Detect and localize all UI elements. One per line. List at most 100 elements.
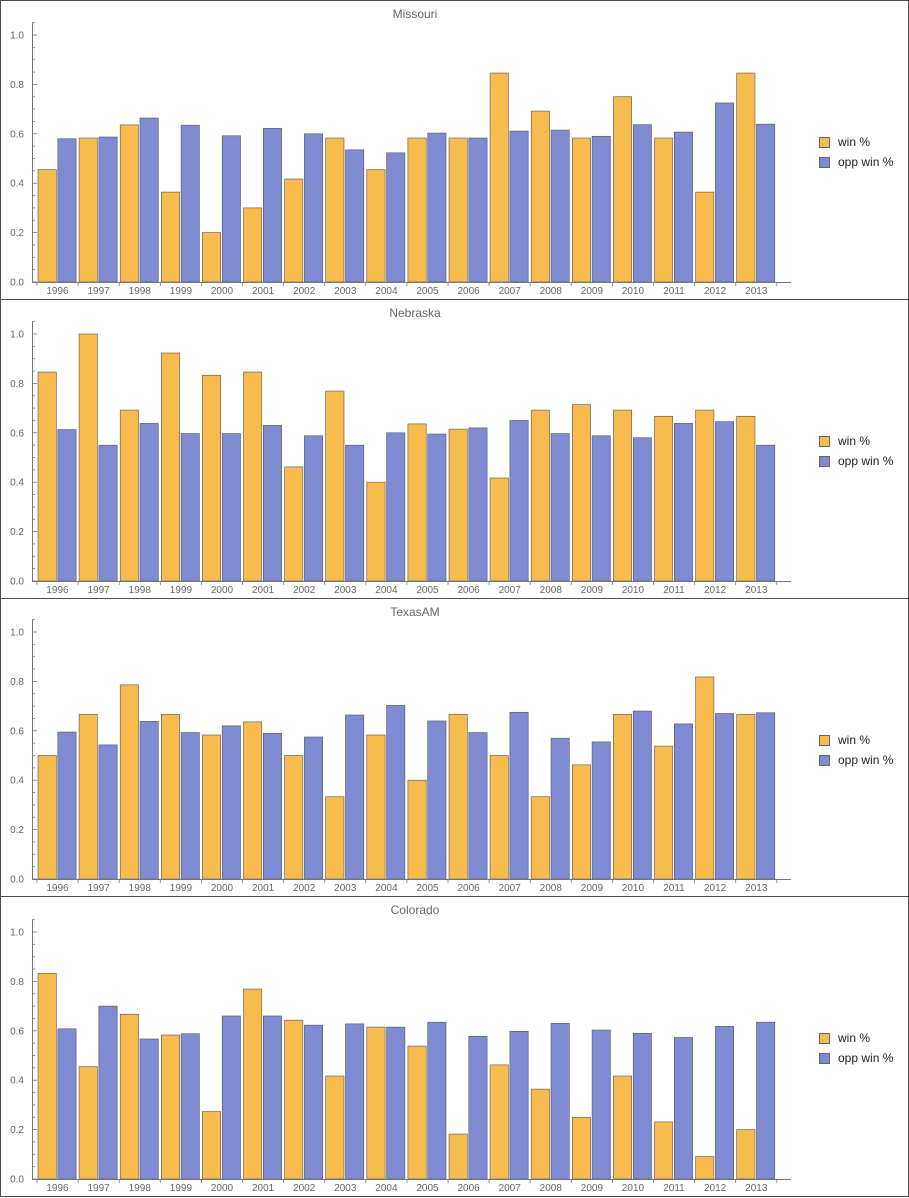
bar-opp-1998 — [139, 721, 159, 880]
x-tick-label: 2006 — [457, 286, 480, 297]
bar-win-2011 — [654, 1121, 674, 1180]
bar-win-2005 — [407, 137, 427, 283]
bar-opp-1998 — [139, 117, 159, 283]
bar-opp-2003 — [345, 1023, 365, 1180]
bar-win-2006 — [448, 713, 468, 880]
chart-title: Missouri — [393, 7, 438, 21]
x-tick-label: 2005 — [416, 585, 439, 596]
bar-win-2002 — [284, 178, 304, 283]
bar-win-2013 — [736, 72, 756, 283]
x-tick-label: 2012 — [704, 883, 727, 894]
chart-legend: win % opp win % — [819, 730, 893, 770]
bar-opp-2011 — [673, 723, 693, 880]
bar-win-2010 — [613, 409, 633, 582]
x-tick-label: 2004 — [375, 883, 398, 894]
x-tick-label: 2006 — [457, 585, 480, 596]
y-tick-label: 0.6 — [10, 428, 24, 439]
y-tick-label: 0.8 — [10, 977, 24, 988]
bar-opp-2006 — [468, 137, 488, 283]
bar-win-2001 — [243, 988, 263, 1180]
bar-win-2004 — [366, 1026, 386, 1180]
legend-item-opp: opp win % — [819, 750, 893, 770]
bar-opp-1996 — [57, 731, 77, 880]
legend-label: opp win % — [838, 454, 894, 468]
x-tick-label: 1996 — [46, 585, 69, 596]
chart-panel-texasam: TexasAM 1996 1997 1998 1999 2000 2001 2002 2003 2… — [0, 598, 909, 897]
bar-win-2009 — [571, 1116, 591, 1180]
x-tick-label: 1998 — [129, 585, 152, 596]
x-tick-label: 2010 — [622, 286, 645, 297]
bar-win-2007 — [489, 72, 509, 283]
legend-label: win % — [838, 1031, 871, 1045]
bar-win-2001 — [243, 721, 263, 880]
bar-win-1996 — [37, 371, 57, 582]
bar-opp-2006 — [468, 1035, 488, 1180]
bar-opp-2007 — [509, 711, 529, 880]
bar-win-2012 — [695, 409, 715, 582]
bar-opp-2007 — [509, 130, 529, 283]
legend-label: opp win % — [838, 753, 894, 767]
bar-opp-1997 — [98, 1005, 118, 1180]
bar-win-1998 — [119, 124, 139, 283]
y-tick-label: 0.2 — [10, 228, 24, 239]
y-tick-label: 0.8 — [10, 677, 24, 688]
x-tick-label: 2009 — [581, 585, 604, 596]
x-tick-label: 2003 — [334, 286, 357, 297]
bar-opp-2006 — [468, 732, 488, 880]
chart-legend: win % opp win % — [819, 431, 893, 471]
bar-win-1997 — [78, 713, 98, 880]
x-tick-label: 2007 — [499, 883, 522, 894]
bar-opp-2004 — [386, 705, 406, 880]
x-tick-label: 2013 — [745, 883, 768, 894]
bar-win-2009 — [571, 404, 591, 582]
x-tick-label: 2008 — [540, 883, 563, 894]
bar-win-2000 — [202, 1111, 221, 1180]
bar-win-2001 — [243, 207, 263, 283]
x-tick-label: 2004 — [375, 286, 398, 297]
bar-opp-2005 — [427, 132, 447, 283]
chart-panel-missouri: Missouri 1996 1997 1998 1999 2000 2001 2002 2003… — [0, 0, 909, 300]
bar-win-1999 — [161, 713, 180, 880]
x-tick-label: 2008 — [540, 585, 563, 596]
x-tick-label: 1998 — [129, 286, 152, 297]
x-tick-label: 2006 — [457, 1183, 480, 1194]
bar-win-2007 — [489, 477, 509, 582]
chart-title: TexasAM — [390, 605, 439, 619]
y-tick-label: 0.4 — [10, 776, 24, 787]
bar-win-2007 — [489, 1064, 509, 1180]
x-tick-label: 1998 — [129, 1183, 152, 1194]
bar-opp-2002 — [304, 736, 323, 880]
bar-opp-2012 — [715, 421, 735, 582]
bar-win-1999 — [161, 352, 180, 582]
x-tick-label: 2004 — [375, 1183, 398, 1194]
bar-opp-2007 — [509, 1030, 529, 1180]
bar-opp-1996 — [57, 429, 77, 582]
x-tick-label: 2013 — [745, 585, 768, 596]
bar-opp-1998 — [139, 1038, 159, 1180]
bar-opp-2011 — [673, 131, 693, 283]
bar-opp-1997 — [98, 444, 118, 582]
bar-opp-2003 — [345, 714, 365, 880]
bar-win-2004 — [366, 734, 386, 880]
bar-win-2000 — [202, 734, 221, 880]
x-tick-label: 1997 — [87, 585, 110, 596]
x-tick-label: 2001 — [252, 1183, 275, 1194]
bar-opp-2012 — [715, 1026, 735, 1180]
bar-win-2004 — [366, 481, 386, 582]
chart-svg: TexasAM 1996 1997 1998 1999 2000 2001 2002 2003 2… — [10, 605, 791, 894]
bar-opp-2004 — [386, 432, 406, 582]
x-tick-label: 1996 — [46, 1183, 69, 1194]
x-tick-label: 1999 — [170, 883, 193, 894]
bar-win-2000 — [202, 374, 221, 582]
bar-opp-1999 — [180, 1033, 200, 1180]
x-tick-label: 2005 — [416, 1183, 439, 1194]
bar-opp-2000 — [221, 135, 241, 283]
y-tick-label: 0.0 — [10, 875, 24, 886]
x-tick-label: 2007 — [499, 286, 522, 297]
x-tick-label: 2010 — [622, 1183, 645, 1194]
bar-opp-2008 — [550, 433, 570, 582]
bar-win-2002 — [284, 755, 304, 880]
bar-opp-2002 — [304, 435, 323, 582]
x-tick-label: 2002 — [293, 1183, 316, 1194]
y-tick-label: 1.0 — [10, 31, 24, 42]
